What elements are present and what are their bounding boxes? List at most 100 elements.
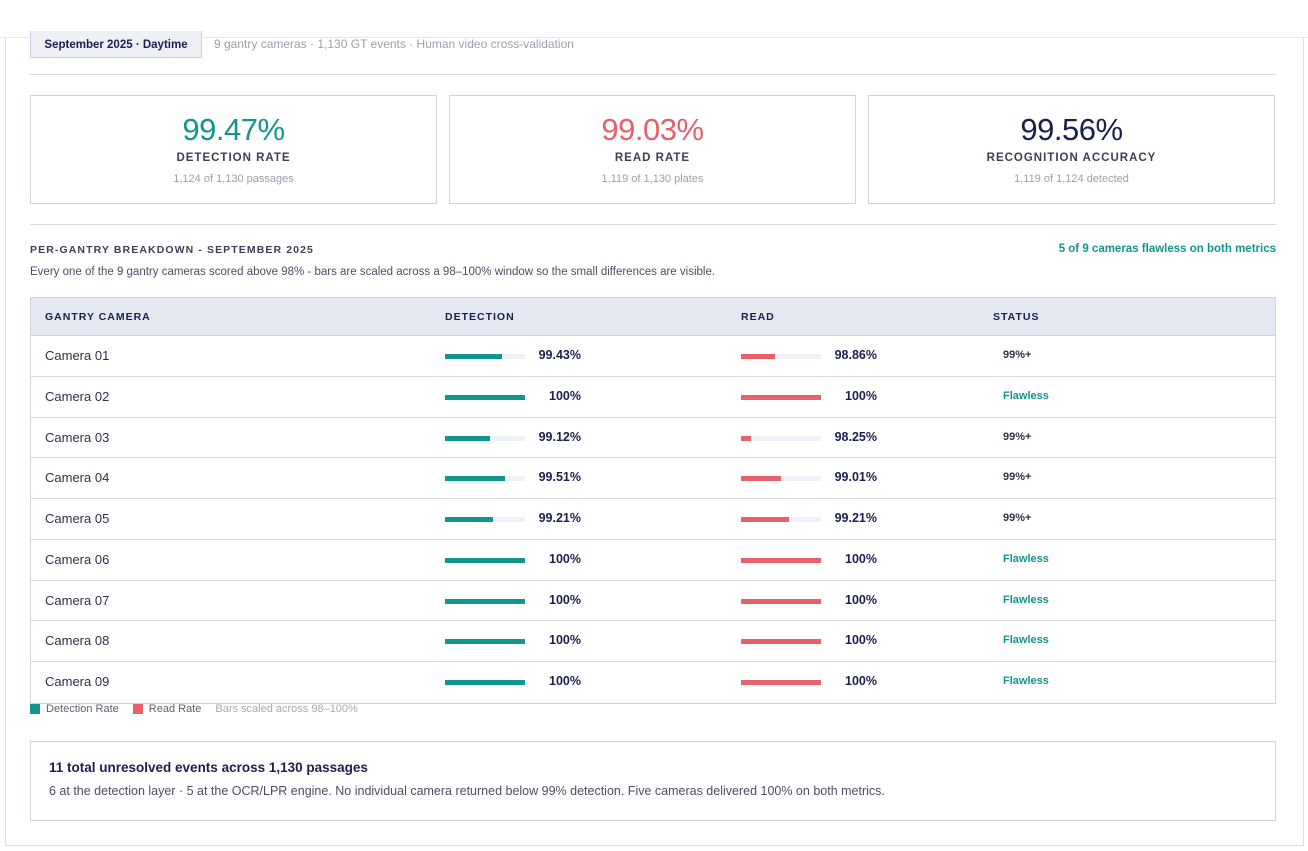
status-badge: Flawless [1003,593,1049,606]
table-row[interactable]: Camera 07 100% 100% Flawless [31,581,1275,622]
kpi-divider [30,224,1276,225]
detection-bar [445,394,525,400]
read-bar-track [741,680,821,685]
detection-value: 100% [549,551,581,566]
read-bar-track [741,639,821,645]
read-bar [741,354,776,359]
read-bar-track [741,435,821,441]
detection-bar-track [445,598,525,604]
read-value: 99.21% [834,511,877,525]
legend-read: Read Rate [132,703,201,715]
read-bar-track [741,476,821,482]
detection-bar-track [445,517,525,522]
table-header: GANTRY CAMERA DETECTION READ STATUS [31,298,1275,336]
table-row[interactable]: Camera 01 99.43% 98.86% 99%+ [31,336,1275,377]
legend-scale-note: Bars scaled across 98–100% [215,703,358,715]
detection-bar [445,598,525,604]
read-bar [741,598,821,604]
read-value: 100% [845,551,877,566]
read-value: 100% [845,633,877,648]
kpi-detection-rate: 99.47% DETECTION RATE 1,124 of 1,130 pas… [30,95,437,204]
detection-bar [445,680,525,685]
camera-name: Camera 05 [45,511,110,526]
status-badge: Flawless [1003,634,1049,647]
detection-value: 99.43% [538,348,581,362]
status-badge: 99%+ [1003,430,1032,443]
camera-name: Camera 01 [45,348,110,363]
detection-value: 100% [549,592,581,607]
table-row[interactable]: Camera 08 100% 100% Flawless [31,621,1275,662]
read-value: 100% [845,674,877,688]
read-bar-track [741,517,821,522]
kpi-label: DETECTION RATE [176,152,291,164]
detection-bar-track [445,680,525,685]
read-value: 99.01% [834,470,877,485]
kpi-value: 99.47% [182,112,285,147]
summary-text: 6 at the detection layer · 5 at the OCR/… [49,784,885,798]
table-row[interactable]: Camera 03 99.12% 98.25% 99%+ [31,418,1275,459]
table-row[interactable]: Camera 06 100% 100% Flawless [31,540,1275,581]
status-badge: 99%+ [1003,349,1032,361]
detection-value: 100% [549,674,581,688]
read-bar-track [741,394,821,400]
table-body: Camera 01 99.43% 98.86% 99%+ Camera 02 100% 10… [31,336,1275,703]
gantry-table: GANTRY CAMERA DETECTION READ STATUS Came… [30,297,1276,704]
breakdown-description: Every one of the 9 gantry cameras scored… [30,266,716,278]
kpi-label: READ RATE [614,152,691,164]
chart-legend: Detection Rate Read Rate Bars scaled acr… [30,703,358,715]
detection-value: 100% [549,633,581,648]
detection-value: 99.12% [538,429,581,444]
read-bar [741,557,821,563]
table-row[interactable]: Camera 02 100% 100% Flawless [31,377,1275,418]
detection-swatch [30,704,40,714]
detection-value: 99.51% [538,470,581,485]
detection-bar-track [445,476,525,482]
camera-name: Camera 03 [45,429,110,445]
column-header-detection[interactable]: DETECTION [445,311,515,323]
read-value: 100% [845,592,877,607]
column-header-camera[interactable]: GANTRY CAMERA [45,311,151,323]
detection-bar [445,557,525,563]
status-badge: 99%+ [1003,512,1032,524]
kpi-label: RECOGNITION ACCURACY [986,152,1157,164]
camera-name: Camera 02 [45,388,110,404]
detection-bar [445,435,490,441]
read-value: 100% [845,388,877,403]
camera-name: Camera 06 [45,551,110,567]
read-value: 98.86% [834,348,877,362]
kpi-value: 99.03% [601,112,704,147]
read-swatch [132,704,143,714]
read-value: 98.25% [834,429,877,444]
detection-bar-track [445,394,525,400]
header-divider [30,74,1276,75]
detection-value: 99.21% [538,511,581,525]
read-bar [741,517,790,522]
read-bar [741,639,821,645]
table-row[interactable]: Camera 05 99.21% 99.21% 99%+ [31,499,1275,540]
breakdown-title: PER-GANTRY BREAKDOWN - SEPTEMBER 2025 [30,244,314,256]
detection-bar [445,639,525,645]
kpi-sub: 1,124 of 1,130 passages [173,173,294,185]
detection-bar-track [445,639,525,645]
status-badge: Flawless [1003,675,1049,687]
legend-detection: Detection Rate [30,703,119,715]
column-header-status[interactable]: STATUS [993,311,1040,323]
camera-name: Camera 07 [45,592,110,608]
read-bar [741,394,821,400]
table-row[interactable]: Camera 04 99.51% 99.01% 99%+ [31,458,1275,499]
flawless-count-badge: 5 of 9 cameras flawless on both metrics [1058,243,1276,255]
table-row[interactable]: Camera 09 100% 100% Flawless [31,662,1275,703]
detection-bar-track [445,435,525,441]
legend-detection-label: Detection Rate [46,703,119,715]
detection-bar [445,476,506,482]
kpi-read-rate: 99.03% READ RATE 1,119 of 1,130 plates [449,95,856,204]
report-frame [5,37,1304,846]
period-chip[interactable]: September 2025 · Daytime [30,31,202,58]
column-header-read[interactable]: READ [741,311,775,323]
camera-name: Camera 04 [45,470,110,486]
status-badge: Flawless [1003,552,1049,565]
summary-title: 11 total unresolved events across 1,130 … [49,760,368,775]
status-badge: 99%+ [1003,471,1032,484]
kpi-sub: 1,119 of 1,130 plates [601,173,704,185]
camera-name: Camera 09 [45,674,110,689]
